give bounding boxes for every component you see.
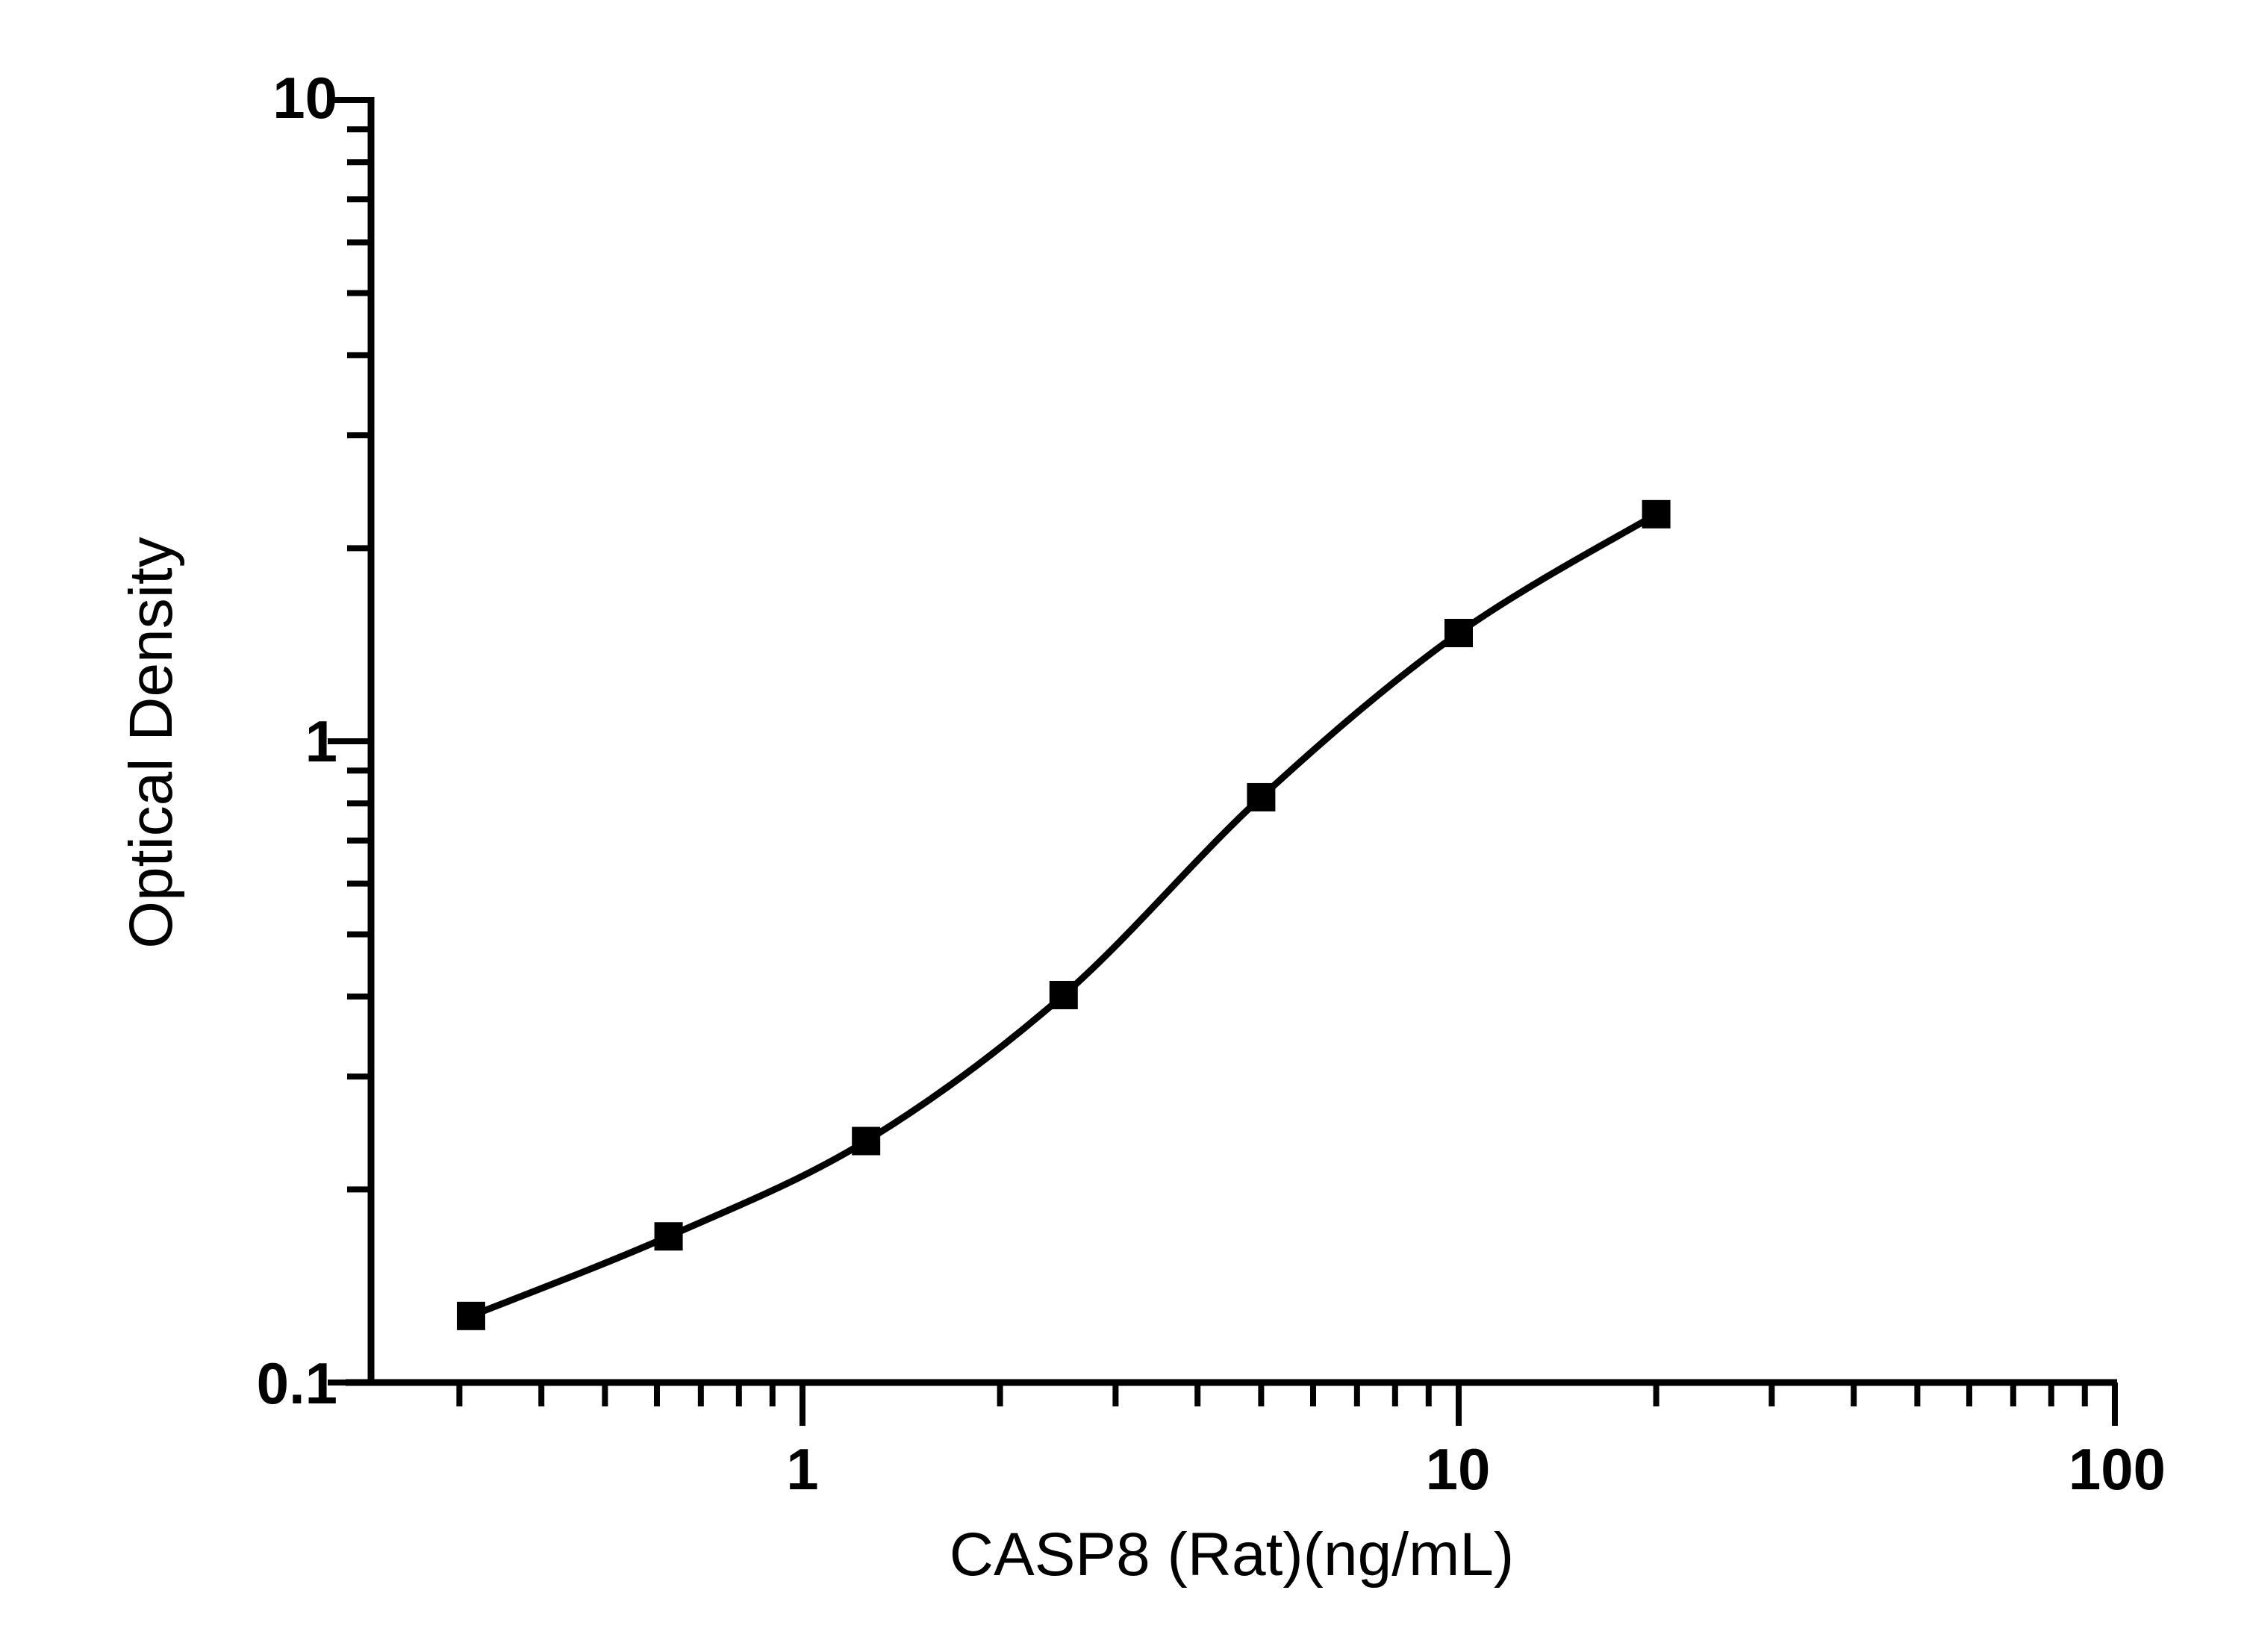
x-axis-title: CASP8 (Rat)(ng/mL) [950,1521,1514,1589]
data-point-marker [1247,782,1276,811]
standard-curve-line [467,511,1660,1320]
y-axis-ticks [328,97,371,1386]
data-point-marker [456,1301,485,1330]
x-tick-label-10: 10 [1426,1436,1491,1502]
data-point-marker [1642,499,1671,529]
x-axis-ticks [456,1383,2118,1426]
x-tick-label-100: 100 [2069,1436,2166,1502]
data-point-marker [1049,980,1078,1009]
data-point-markers [456,499,1671,1330]
y-tick-label-1: 1 [305,708,337,774]
y-tick-label-10: 10 [272,65,337,131]
x-tick-label-1: 1 [786,1436,818,1502]
y-tick-label-0.1: 0.1 [257,1350,337,1416]
data-point-marker [1444,619,1473,648]
data-point-marker [654,1222,683,1251]
data-point-marker [852,1126,881,1156]
y-axis-title: Optical Density [117,537,185,948]
